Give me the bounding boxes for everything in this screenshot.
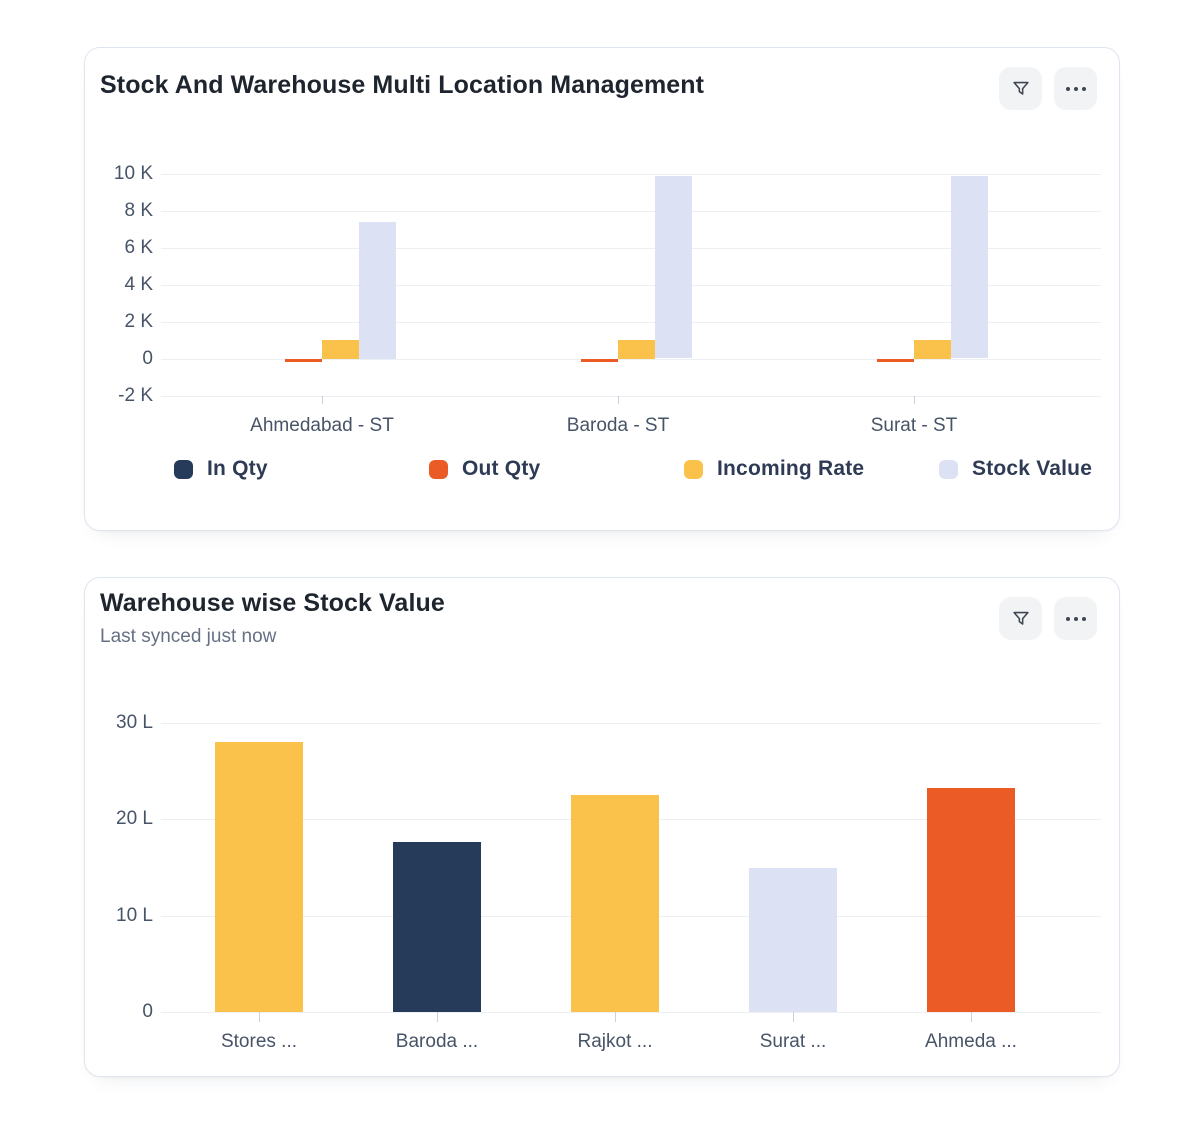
gridline: [161, 395, 1101, 397]
x-axis-tick: [437, 1012, 438, 1022]
x-axis-label: Stores ...: [220, 1031, 298, 1052]
x-axis-tick: [259, 1012, 260, 1022]
y-axis-label: 0: [142, 347, 153, 369]
y-axis-label: 30 L: [116, 712, 153, 733]
bar-surat[interactable]: [749, 867, 837, 1012]
card-title: Stock And Warehouse Multi Location Manag…: [100, 71, 705, 99]
y-axis-label: 4 K: [124, 273, 153, 295]
bar-incoming-rate[interactable]: [914, 340, 951, 359]
bar-stock-value[interactable]: [655, 175, 692, 359]
x-axis-label: Surat ...: [759, 1031, 827, 1052]
stock-multi-location-card: 10 K 8 K 6 K 4 K 2 K 0 -2 K Ahmedabad - ST Barod…: [84, 47, 1120, 531]
legend-label: Incoming Rate: [717, 457, 865, 480]
x-axis-label: Baroda - ST: [566, 415, 670, 436]
gridline: [161, 174, 1101, 175]
bar-stores[interactable]: [215, 742, 303, 1012]
gridline: [161, 1012, 1101, 1013]
legend-swatch-out-qty: [429, 459, 448, 479]
filter-button[interactable]: [999, 597, 1042, 640]
bar-incoming-rate[interactable]: [322, 340, 359, 359]
gridline: [161, 284, 1101, 286]
x-axis-tick: [615, 1012, 616, 1022]
bar-ahmeda[interactable]: [927, 787, 1015, 1012]
x-axis-tick: [618, 396, 619, 404]
last-synced-text: Last synced just now: [100, 626, 277, 647]
y-axis-label: 0: [142, 1001, 153, 1022]
card-title: Warehouse wise Stock Value: [100, 589, 445, 617]
gridline: [161, 210, 1101, 212]
x-axis-tick: [793, 1012, 794, 1022]
gridline: [161, 723, 1101, 724]
y-axis-label: 20 L: [116, 808, 153, 830]
legend-swatch-in-qty: [174, 459, 193, 479]
x-axis-tick: [322, 396, 323, 404]
bar-out-qty[interactable]: [285, 358, 322, 363]
y-axis-label: -2 K: [118, 384, 153, 406]
y-axis-label: 6 K: [124, 236, 153, 258]
x-axis-tick: [914, 396, 915, 404]
legend-item-out-qty: Out Qty: [429, 457, 684, 481]
x-axis-label: Ahmedabad - ST: [250, 415, 394, 436]
gridline: [161, 321, 1101, 323]
legend-label: In Qty: [207, 457, 268, 480]
legend-item-in-qty: In Qty: [174, 457, 429, 481]
warehouse-stock-value-chart: 30 L 20 L 10 L 0 Stores ... Baroda ... Rajkot …: [85, 578, 1119, 1076]
legend-item-stock-value: Stock Value: [939, 457, 1092, 481]
stock-multi-location-chart: 10 K 8 K 6 K 4 K 2 K 0 -2 K Ahmedabad - ST Barod…: [85, 48, 1119, 530]
more-button[interactable]: [1054, 67, 1097, 110]
chart-legend: In Qty Out Qty Incoming Rate Stock Value: [174, 457, 1092, 481]
x-axis-label: Baroda ...: [395, 1031, 479, 1052]
funnel-icon: [1012, 81, 1029, 95]
bar-out-qty[interactable]: [581, 358, 618, 363]
ellipsis-icon: [1065, 86, 1086, 91]
y-axis-label: 2 K: [124, 310, 153, 332]
funnel-icon: [1012, 611, 1029, 625]
bar-stock-value[interactable]: [951, 175, 988, 359]
y-axis-label: 8 K: [124, 199, 153, 221]
legend-label: Stock Value: [972, 457, 1093, 480]
x-axis-tick: [971, 1012, 972, 1022]
x-axis-label: Ahmeda ...: [925, 1031, 1017, 1052]
more-button[interactable]: [1054, 597, 1097, 640]
legend-label: Out Qty: [462, 457, 541, 480]
ellipsis-icon: [1065, 616, 1086, 621]
bar-stock-value[interactable]: [359, 222, 396, 359]
x-axis-label: Rajkot ...: [577, 1031, 653, 1052]
legend-item-incoming-rate: Incoming Rate: [684, 457, 939, 481]
filter-button[interactable]: [999, 67, 1042, 110]
gridline: [161, 247, 1101, 249]
bar-rajkot[interactable]: [571, 795, 659, 1013]
legend-swatch-incoming-rate: [684, 459, 703, 479]
y-axis-label: 10 L: [116, 904, 153, 926]
gridline: [161, 358, 1101, 360]
y-axis-label: 10 K: [113, 163, 153, 184]
bar-incoming-rate[interactable]: [618, 340, 655, 359]
bar-out-qty[interactable]: [877, 358, 914, 363]
x-axis-label: Surat - ST: [870, 415, 958, 436]
warehouse-stock-value-card: 30 L 20 L 10 L 0 Stores ... Baroda ... Rajkot …: [84, 577, 1120, 1077]
bar-baroda[interactable]: [393, 841, 481, 1012]
legend-swatch-stock-value: [939, 459, 958, 479]
